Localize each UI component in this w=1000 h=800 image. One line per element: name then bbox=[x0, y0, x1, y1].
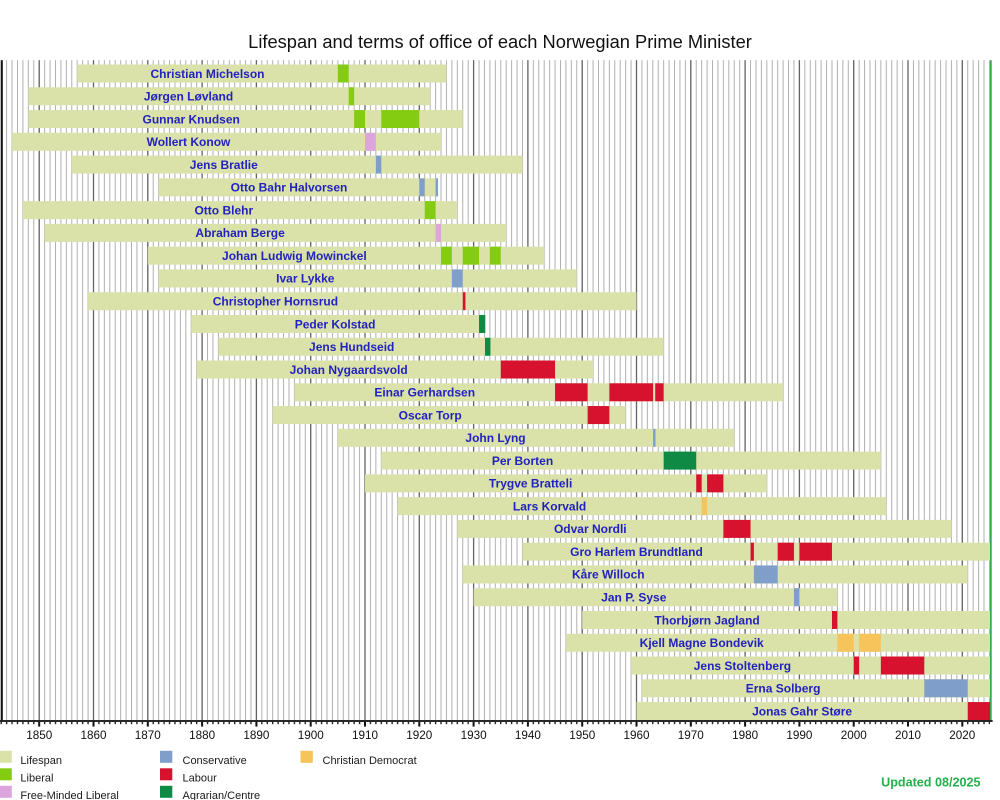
svg-text:Trygve Bratteli: Trygve Bratteli bbox=[489, 477, 572, 491]
svg-text:1910: 1910 bbox=[352, 729, 379, 742]
svg-text:1940: 1940 bbox=[515, 729, 542, 742]
svg-text:Liberal: Liberal bbox=[20, 773, 53, 785]
svg-text:1970: 1970 bbox=[678, 729, 705, 742]
svg-text:Christian Democrat: Christian Democrat bbox=[323, 755, 417, 767]
svg-text:2010: 2010 bbox=[895, 729, 922, 742]
svg-text:Otto Bahr Halvorsen: Otto Bahr Halvorsen bbox=[231, 181, 348, 195]
svg-text:Jens Stoltenberg: Jens Stoltenberg bbox=[694, 659, 791, 673]
svg-text:Jørgen Løvland: Jørgen Løvland bbox=[144, 90, 233, 104]
svg-text:Abraham Berge: Abraham Berge bbox=[195, 226, 285, 240]
svg-text:Agrarian/Centre: Agrarian/Centre bbox=[183, 790, 261, 800]
svg-text:1920: 1920 bbox=[406, 729, 433, 742]
svg-text:Lifespan and terms of office o: Lifespan and terms of office of each Nor… bbox=[248, 31, 752, 52]
svg-text:Johan Nygaardsvold: Johan Nygaardsvold bbox=[290, 363, 408, 377]
svg-text:2020: 2020 bbox=[949, 729, 976, 742]
svg-text:Peder Kolstad: Peder Kolstad bbox=[295, 317, 376, 331]
svg-text:Lars Korvald: Lars Korvald bbox=[513, 499, 586, 513]
svg-text:Jonas Gahr Støre: Jonas Gahr Støre bbox=[752, 704, 852, 718]
svg-text:Free-Minded Liberal: Free-Minded Liberal bbox=[20, 790, 118, 800]
svg-text:1980: 1980 bbox=[732, 729, 759, 742]
svg-text:1870: 1870 bbox=[135, 729, 162, 742]
svg-text:Odvar Nordli: Odvar Nordli bbox=[554, 522, 627, 536]
svg-text:Per Borten: Per Borten bbox=[492, 454, 553, 468]
svg-text:Jan P. Syse: Jan P. Syse bbox=[601, 591, 666, 605]
svg-text:Gro Harlem Brundtland: Gro Harlem Brundtland bbox=[570, 545, 703, 559]
svg-text:Kjell Magne Bondevik: Kjell Magne Bondevik bbox=[640, 636, 764, 650]
svg-text:Wollert Konow: Wollert Konow bbox=[147, 135, 231, 149]
svg-text:Lifespan: Lifespan bbox=[20, 755, 62, 767]
svg-text:1850: 1850 bbox=[26, 729, 53, 742]
svg-text:Erna Solberg: Erna Solberg bbox=[746, 682, 821, 696]
svg-text:Oscar Torp: Oscar Torp bbox=[399, 408, 462, 422]
svg-text:1860: 1860 bbox=[80, 729, 107, 742]
svg-text:Johan Ludwig Mowinckel: Johan Ludwig Mowinckel bbox=[222, 249, 367, 263]
svg-text:Kåre Willoch: Kåre Willoch bbox=[572, 568, 645, 582]
svg-text:Christopher Hornsrud: Christopher Hornsrud bbox=[213, 295, 338, 309]
svg-text:2000: 2000 bbox=[841, 729, 868, 742]
svg-text:Thorbjørn Jagland: Thorbjørn Jagland bbox=[654, 613, 759, 627]
svg-text:Ivar Lykke: Ivar Lykke bbox=[276, 272, 335, 286]
svg-text:1930: 1930 bbox=[461, 729, 488, 742]
svg-text:Updated 08/2025: Updated 08/2025 bbox=[881, 776, 980, 790]
svg-text:Jens Hundseid: Jens Hundseid bbox=[309, 340, 394, 354]
svg-text:Conservative: Conservative bbox=[183, 755, 247, 767]
svg-text:Jens Bratlie: Jens Bratlie bbox=[190, 158, 258, 172]
svg-text:1960: 1960 bbox=[623, 729, 650, 742]
svg-text:1990: 1990 bbox=[786, 729, 813, 742]
svg-text:1900: 1900 bbox=[298, 729, 325, 742]
svg-text:1890: 1890 bbox=[243, 729, 270, 742]
svg-text:1880: 1880 bbox=[189, 729, 216, 742]
svg-text:Christian Michelson: Christian Michelson bbox=[150, 67, 264, 81]
svg-text:Labour: Labour bbox=[183, 773, 218, 785]
svg-text:Otto Blehr: Otto Blehr bbox=[194, 203, 253, 217]
svg-text:1950: 1950 bbox=[569, 729, 596, 742]
svg-text:Einar Gerhardsen: Einar Gerhardsen bbox=[374, 386, 475, 400]
svg-text:John Lyng: John Lyng bbox=[465, 431, 525, 445]
svg-text:Gunnar Knudsen: Gunnar Knudsen bbox=[143, 112, 240, 126]
